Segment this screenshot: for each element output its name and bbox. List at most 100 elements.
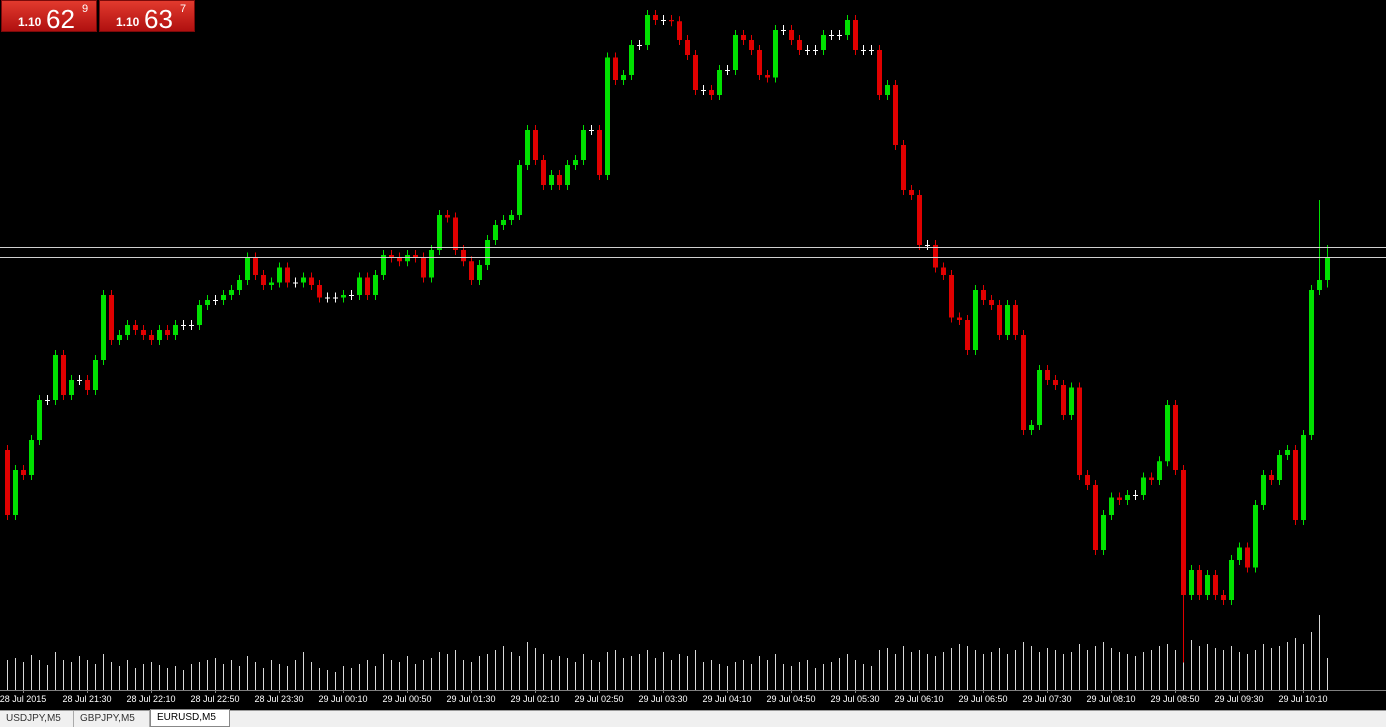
x-tick-label: 29 Jul 02:50 (574, 694, 623, 704)
candle-body (21, 470, 26, 475)
candle-body (685, 40, 690, 55)
candle-body (1149, 477, 1154, 480)
candle-body (1005, 305, 1010, 335)
candle-body (37, 400, 42, 440)
candle-body (293, 282, 298, 284)
tab[interactable]: GBPJPY,M5 (74, 711, 150, 727)
tab[interactable]: USDJPY,M5 (0, 711, 74, 727)
candle-body (853, 20, 858, 50)
candle-body (1325, 257, 1330, 280)
candle-body (1157, 461, 1162, 480)
candle-body (1053, 380, 1058, 385)
candle-body (213, 300, 218, 301)
candle-body (61, 355, 66, 395)
candle-body (1269, 475, 1274, 480)
candle-body (741, 35, 746, 40)
candle-body (1245, 547, 1250, 568)
tab-bar: USDJPY,M5 GBPJPY,M5 EURUSD,M5 (0, 709, 1386, 727)
x-tick-label: 29 Jul 03:30 (638, 694, 687, 704)
candle-body (1077, 387, 1082, 475)
price-small: 7 (180, 3, 187, 15)
x-tick-label: 28 Jul 21:30 (62, 694, 111, 704)
candle-body (1069, 387, 1074, 415)
candle-body (381, 255, 386, 275)
candle-body (77, 380, 82, 381)
candle-body (565, 165, 570, 185)
candle-body (629, 45, 634, 75)
candle-body (509, 215, 514, 220)
candle-body (541, 160, 546, 185)
candle-body (1037, 370, 1042, 425)
candle-body (93, 360, 98, 390)
x-tick-label: 29 Jul 00:10 (318, 694, 367, 704)
candle-body (933, 245, 938, 268)
candle-body (877, 50, 882, 95)
candle-body (413, 255, 418, 258)
candle-body (869, 50, 874, 51)
candle-body (85, 380, 90, 390)
candle-body (573, 160, 578, 165)
candle-body (901, 145, 906, 190)
candle-body (373, 275, 378, 295)
candle-body (1093, 485, 1098, 550)
x-tick-label: 29 Jul 04:10 (702, 694, 751, 704)
candle-body (13, 470, 18, 515)
candle-body (1309, 290, 1314, 435)
candle-body (53, 355, 58, 400)
candle-body (1253, 505, 1258, 568)
candle-body (1285, 450, 1290, 455)
candle-body (173, 325, 178, 335)
candle-body (517, 165, 522, 215)
candle-body (733, 35, 738, 70)
tab[interactable]: EURUSD,M5 (150, 709, 230, 727)
candle-body (445, 215, 450, 218)
candle-body (1197, 570, 1202, 595)
candle-body (1109, 497, 1114, 515)
buy-button[interactable]: 1.10 63 7 (99, 0, 195, 34)
candle-body (861, 50, 866, 51)
candle-body (221, 295, 226, 300)
candle-body (1293, 450, 1298, 520)
candle-body (109, 295, 114, 340)
candle-body (349, 295, 354, 296)
candle-body (1133, 495, 1138, 496)
candle-body (645, 15, 650, 45)
candle-body (461, 250, 466, 262)
candle-body (549, 175, 554, 185)
candle-body (405, 255, 410, 262)
candle-body (589, 130, 594, 131)
candle-body (797, 40, 802, 50)
price-big: 63 (144, 4, 173, 34)
candle-body (493, 225, 498, 240)
candle-body (1261, 475, 1266, 505)
candle-body (333, 297, 338, 299)
candle-body (101, 295, 106, 360)
candle-body (925, 245, 930, 246)
candle-body (1085, 475, 1090, 485)
x-tick-label: 29 Jul 09:30 (1214, 694, 1263, 704)
chart: 28 Jul 2015 28 Jul 21:30 28 Jul 22:10 28 Ju… (0, 10, 1386, 704)
x-tick-label: 29 Jul 08:10 (1086, 694, 1135, 704)
candle-body (845, 20, 850, 35)
candle-body (1125, 495, 1130, 500)
candle-body (917, 195, 922, 245)
sell-button[interactable]: 1.10 62 9 (1, 0, 97, 34)
candle-body (285, 267, 290, 283)
candle-body (1317, 280, 1322, 290)
candle-body (1205, 575, 1210, 595)
candle-body (949, 275, 954, 318)
candle-body (189, 325, 194, 326)
candle-body (621, 75, 626, 80)
candle-body (821, 35, 826, 50)
candle-body (181, 325, 186, 326)
candle-body (117, 335, 122, 340)
candle-body (453, 217, 458, 250)
candle-body (533, 130, 538, 160)
candle-body (5, 450, 10, 515)
candle-body (1277, 455, 1282, 480)
x-tick-label: 28 Jul 22:50 (190, 694, 239, 704)
candle-body (469, 261, 474, 280)
candle-body (501, 220, 506, 225)
candle-body (829, 35, 834, 36)
x-tick-label: 29 Jul 04:50 (766, 694, 815, 704)
